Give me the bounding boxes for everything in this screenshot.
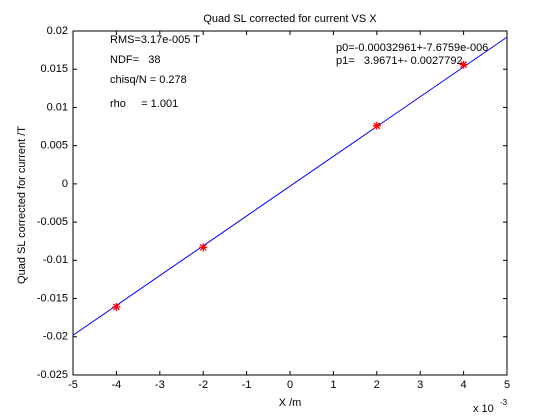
y-tick-label: 0.02 [47, 25, 68, 37]
x-tick-label: 0 [287, 379, 293, 391]
y-tick-label: -0.01 [43, 254, 68, 266]
x-tick-label: -4 [112, 379, 122, 391]
x-tick-label: 5 [504, 379, 510, 391]
x-tick-label: 3 [417, 379, 423, 391]
point [112, 302, 121, 311]
x-tick-label: -5 [68, 379, 78, 391]
x-tick-label: -1 [242, 379, 252, 391]
x-tick-label: 1 [330, 379, 336, 391]
y-tick-label: 0.015 [40, 63, 68, 75]
x-tick-label: -3 [155, 379, 165, 391]
y-tick-label: 0.01 [47, 101, 68, 113]
x-tick-label: 4 [461, 379, 467, 391]
x-multiplier-exponent: -3 [500, 398, 508, 407]
annotation: NDF= 38 [110, 54, 160, 66]
annotation: p0=-0.00032961+-7.6759e-006 [336, 42, 488, 54]
point [372, 121, 381, 130]
y-tick-label: 0.005 [40, 140, 68, 152]
plot-area [72, 30, 508, 376]
annotation: rho = 1.001 [110, 98, 178, 110]
x-multiplier: x 10 [473, 403, 494, 415]
x-tick-label: -2 [198, 379, 208, 391]
annotation: p1= 3.9671+- 0.0027792 [336, 55, 463, 67]
point [199, 243, 208, 252]
chart-title: Quad SL corrected for current VS X [203, 13, 377, 25]
y-tick-label: -0.015 [37, 292, 68, 304]
x-axis-label: X /m [279, 397, 302, 409]
x-tick-label: 2 [374, 379, 380, 391]
y-tick-label: -0.02 [43, 331, 68, 343]
fit-line [72, 36, 508, 336]
y-tick-label: -0.025 [37, 369, 68, 381]
y-tick-label: -0.005 [37, 216, 68, 228]
point [459, 60, 468, 69]
y-axis-label: Quad SL corrected for current /T [16, 126, 28, 284]
y-tick-label: 0 [62, 178, 68, 190]
annotation: chisq/N = 0.278 [110, 74, 187, 86]
annotation: RMS=3.17e-005 T [110, 34, 200, 46]
